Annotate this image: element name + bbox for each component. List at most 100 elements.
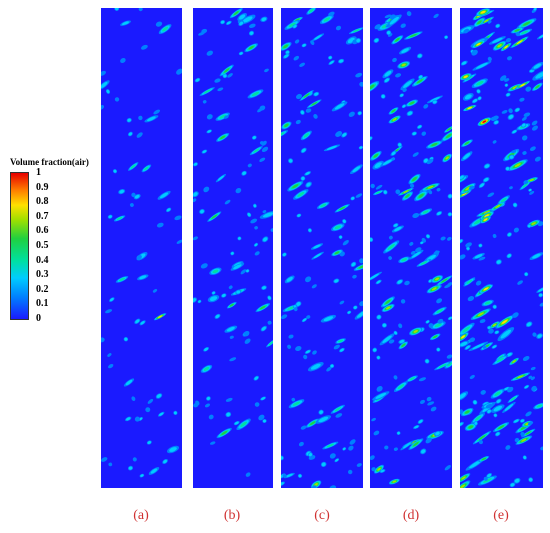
air-bubble xyxy=(246,212,252,218)
air-bubble xyxy=(144,115,159,123)
legend-tick: 0.5 xyxy=(36,240,49,251)
air-bubble xyxy=(221,293,227,298)
panel-label-c: (c) xyxy=(314,508,330,523)
air-bubble xyxy=(372,391,390,401)
air-bubble xyxy=(101,337,105,343)
air-bubble xyxy=(123,336,129,342)
air-bubble xyxy=(420,448,427,455)
air-bubble xyxy=(145,407,151,413)
air-bubble xyxy=(206,396,211,401)
air-bubble xyxy=(380,94,386,99)
air-bubble xyxy=(483,163,491,169)
air-bubble xyxy=(306,99,322,109)
air-bubble xyxy=(316,201,330,209)
air-bubble xyxy=(139,473,145,478)
air-bubble xyxy=(335,131,343,137)
air-bubble xyxy=(495,23,501,29)
air-bubble xyxy=(510,27,524,34)
air-bubble xyxy=(435,250,439,255)
air-bubble xyxy=(295,119,301,125)
air-bubble xyxy=(500,42,512,52)
air-bubble xyxy=(342,240,349,246)
air-bubble xyxy=(479,319,486,324)
air-bubble xyxy=(426,95,443,104)
air-bubble xyxy=(216,132,230,142)
air-bubble xyxy=(215,112,230,121)
air-bubble xyxy=(478,284,494,294)
panel-label-a: (a) xyxy=(133,508,149,523)
air-bubble xyxy=(493,422,510,433)
air-bubble xyxy=(530,366,536,371)
air-bubble xyxy=(176,68,182,75)
air-bubble xyxy=(328,55,333,60)
air-bubble xyxy=(512,202,518,208)
legend-tick: 0.2 xyxy=(36,283,49,295)
air-bubble xyxy=(430,321,446,330)
air-bubble xyxy=(141,164,152,173)
air-bubble xyxy=(395,189,401,195)
air-bubble xyxy=(444,360,452,369)
air-bubble xyxy=(494,330,500,335)
air-bubble xyxy=(105,309,113,314)
air-bubble xyxy=(153,313,167,321)
air-bubble xyxy=(489,201,506,212)
air-bubble xyxy=(460,73,472,81)
air-bubble xyxy=(310,243,324,250)
air-bubble xyxy=(322,441,339,450)
air-bubble xyxy=(197,299,202,304)
air-bubble xyxy=(515,435,533,445)
air-bubble xyxy=(434,430,441,437)
air-bubble xyxy=(241,170,247,176)
air-bubble xyxy=(193,191,199,198)
air-bubble xyxy=(370,80,380,93)
air-bubble xyxy=(296,213,302,218)
air-bubble xyxy=(473,421,478,426)
air-bubble xyxy=(486,472,493,479)
air-bubble xyxy=(202,100,207,104)
air-bubble xyxy=(136,132,143,138)
air-bubble xyxy=(267,320,272,325)
air-bubble xyxy=(393,330,398,336)
air-bubble xyxy=(527,224,532,228)
air-bubble xyxy=(423,104,429,109)
air-bubble xyxy=(444,465,451,471)
air-bubble xyxy=(250,218,258,224)
air-bubble xyxy=(293,55,300,61)
air-bubble xyxy=(382,69,394,79)
air-bubble xyxy=(428,189,433,195)
air-bubble xyxy=(393,447,398,451)
air-bubble xyxy=(224,115,229,119)
air-bubble xyxy=(510,372,531,381)
air-bubble xyxy=(469,337,476,343)
air-bubble xyxy=(311,251,324,260)
air-bubble xyxy=(233,420,240,426)
air-bubble xyxy=(483,476,488,481)
air-bubble xyxy=(495,398,502,404)
air-bubble xyxy=(388,478,400,485)
air-bubble xyxy=(200,364,213,373)
air-bubble xyxy=(517,280,523,285)
air-bubble xyxy=(519,418,525,423)
air-bubble xyxy=(386,30,392,36)
air-bubble xyxy=(281,121,292,130)
air-bubble xyxy=(398,339,406,344)
air-bubble xyxy=(384,14,392,19)
air-bubble xyxy=(294,39,300,44)
air-bubble xyxy=(532,332,537,337)
air-bubble xyxy=(125,416,132,422)
air-bubble xyxy=(388,339,395,344)
air-bubble xyxy=(398,256,410,264)
air-bubble xyxy=(284,19,300,30)
air-bubble xyxy=(342,447,347,451)
air-bubble xyxy=(305,108,312,113)
air-bubble xyxy=(347,310,352,315)
legend-tick: 0.1 xyxy=(36,298,49,310)
air-bubble xyxy=(359,81,363,87)
air-bubble xyxy=(155,21,163,27)
air-bubble xyxy=(388,256,392,260)
air-bubble xyxy=(473,17,486,28)
air-bubble xyxy=(390,150,397,156)
air-bubble xyxy=(485,403,493,409)
air-bubble xyxy=(417,419,424,424)
air-bubble xyxy=(370,237,374,243)
